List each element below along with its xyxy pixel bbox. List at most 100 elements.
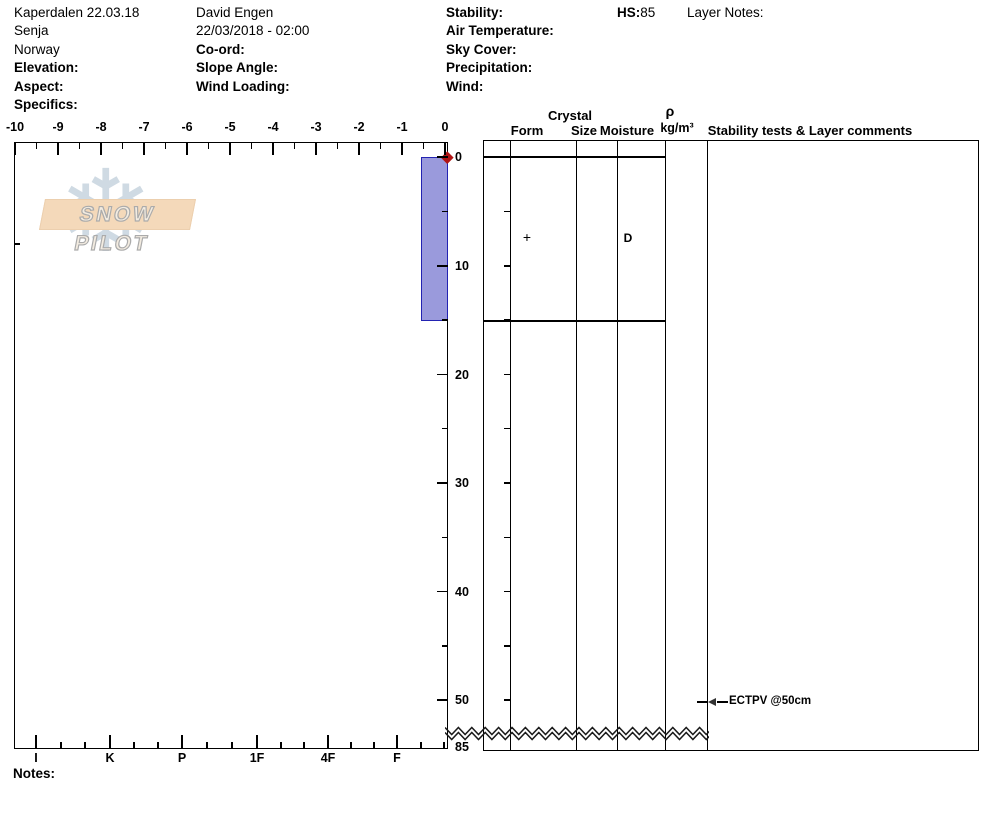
axis-tick xyxy=(503,265,510,267)
axis-tick xyxy=(443,741,445,748)
grain-form-symbol: + xyxy=(522,229,532,245)
axis-tick xyxy=(437,590,448,593)
axis-tick xyxy=(14,243,20,245)
temp-axis-label: 0 xyxy=(441,120,449,134)
wind-loading-label: Wind Loading: xyxy=(196,78,290,94)
pit-region: Senja xyxy=(14,23,49,39)
axis-tick xyxy=(396,735,398,748)
depth-axis-label: 30 xyxy=(455,476,469,490)
col-header-form: Form xyxy=(510,123,544,138)
size-moisture-divider xyxy=(617,140,619,750)
axis-tick xyxy=(437,482,448,484)
axis-tick xyxy=(437,699,448,701)
axis-tick xyxy=(373,741,375,748)
pit-country: Norway xyxy=(14,41,60,57)
axis-tick xyxy=(442,210,448,213)
axis-tick xyxy=(186,142,188,155)
axis-tick xyxy=(207,142,210,149)
temp-axis-label: -6 xyxy=(181,120,193,134)
axis-tick xyxy=(35,735,37,748)
axis-tick xyxy=(442,427,448,430)
observation-datetime: 22/03/2018 - 02:00 xyxy=(196,23,310,39)
axis-tick xyxy=(303,741,305,748)
observer-name: David Engen xyxy=(196,5,274,20)
profile-table xyxy=(483,140,708,751)
temp-axis-label: -3 xyxy=(310,120,322,134)
layer-top-line xyxy=(483,156,665,158)
depth-axis-label: 10 xyxy=(455,259,469,273)
axis-tick xyxy=(315,142,317,155)
axis-tick xyxy=(442,319,448,321)
hardness-axis-label: 1F xyxy=(249,751,265,765)
axis-tick xyxy=(422,142,425,149)
layer-notes-label: Layer Notes: xyxy=(687,5,764,20)
depth-axis-label: 40 xyxy=(455,585,469,599)
axis-tick xyxy=(84,741,86,748)
axis-tick xyxy=(280,741,282,748)
axis-tick xyxy=(157,741,159,748)
axis-tick xyxy=(503,536,510,539)
col-header-crystal: Crystal xyxy=(547,108,593,123)
axis-tick xyxy=(442,536,448,539)
axis-tick xyxy=(437,265,448,267)
specifics-label: Specifics: xyxy=(14,97,78,113)
comments-box xyxy=(707,140,979,751)
axis-tick xyxy=(121,142,124,149)
axis-tick xyxy=(379,142,382,149)
header-observer-block: David Engen 22/03/2018 - 02:00 Co-ord: S… xyxy=(196,4,309,96)
hs-value: 85 xyxy=(640,5,656,20)
axis-tick xyxy=(109,735,111,748)
temp-axis-label: -4 xyxy=(267,120,279,134)
axis-tick xyxy=(503,373,510,376)
pit-title: Kaperdalen 22.03.18 xyxy=(14,5,140,20)
hardness-axis-label: K xyxy=(105,751,115,765)
axis-tick xyxy=(503,319,510,321)
precipitation-label: Precipitation: xyxy=(446,60,533,76)
temp-axis-label: -5 xyxy=(224,120,236,134)
axis-tick xyxy=(503,427,510,430)
axis-tick xyxy=(78,142,81,149)
temp-axis-label: -9 xyxy=(52,120,64,134)
col-header-size: Size xyxy=(570,123,597,138)
axis-tick xyxy=(503,590,510,593)
hs-field: HS:85 xyxy=(617,4,655,22)
snow-layer-bar xyxy=(421,157,448,321)
axis-tick xyxy=(181,735,183,748)
temp-axis-label: -10 xyxy=(5,120,25,134)
hardness-axis-label: 4F xyxy=(320,751,336,765)
temp-axis-label: -7 xyxy=(138,120,150,134)
ect-annotation: ECTPV @50cm xyxy=(729,695,812,707)
coord-label: Co-ord: xyxy=(196,41,245,57)
sky-cover-label: Sky Cover: xyxy=(446,41,517,57)
temp-axis-label: -1 xyxy=(396,120,408,134)
axis-tick xyxy=(503,482,510,484)
axis-tick xyxy=(503,699,510,701)
header-location-block: Kaperdalen 22.03.18 Senja Norway Elevati… xyxy=(14,4,139,114)
hardness-axis-label: F xyxy=(393,751,401,765)
header-conditions-block: Stability: Air Temperature: Sky Cover: P… xyxy=(446,4,554,96)
slope-angle-label: Slope Angle: xyxy=(196,60,279,76)
depth-break-label: 85 xyxy=(455,740,469,754)
axis-tick xyxy=(444,142,446,155)
axis-tick xyxy=(420,741,422,748)
axis-tick xyxy=(293,142,296,149)
elevation-label: Elevation: xyxy=(14,60,79,76)
ect-tick xyxy=(697,701,708,703)
axis-tick xyxy=(437,373,448,376)
layer-bottom-line xyxy=(483,320,665,322)
notes-label: Notes: xyxy=(13,766,56,781)
hardness-axis-label: I xyxy=(34,751,38,765)
temp-hardness-chart xyxy=(14,142,448,749)
col-header-comments: Stability tests & Layer comments xyxy=(707,123,913,138)
ect-arrow-icon xyxy=(708,697,716,706)
depth-axis-label: 20 xyxy=(455,368,469,382)
temp-axis-label: -2 xyxy=(353,120,365,134)
axis-tick xyxy=(14,142,16,155)
moisture-density-divider xyxy=(665,140,667,750)
col-header-rho-unit: kg/m³ xyxy=(660,121,694,135)
axis-tick xyxy=(231,741,233,748)
axis-tick xyxy=(327,735,329,748)
axis-tick xyxy=(100,142,102,155)
moisture-symbol: D xyxy=(623,231,633,245)
